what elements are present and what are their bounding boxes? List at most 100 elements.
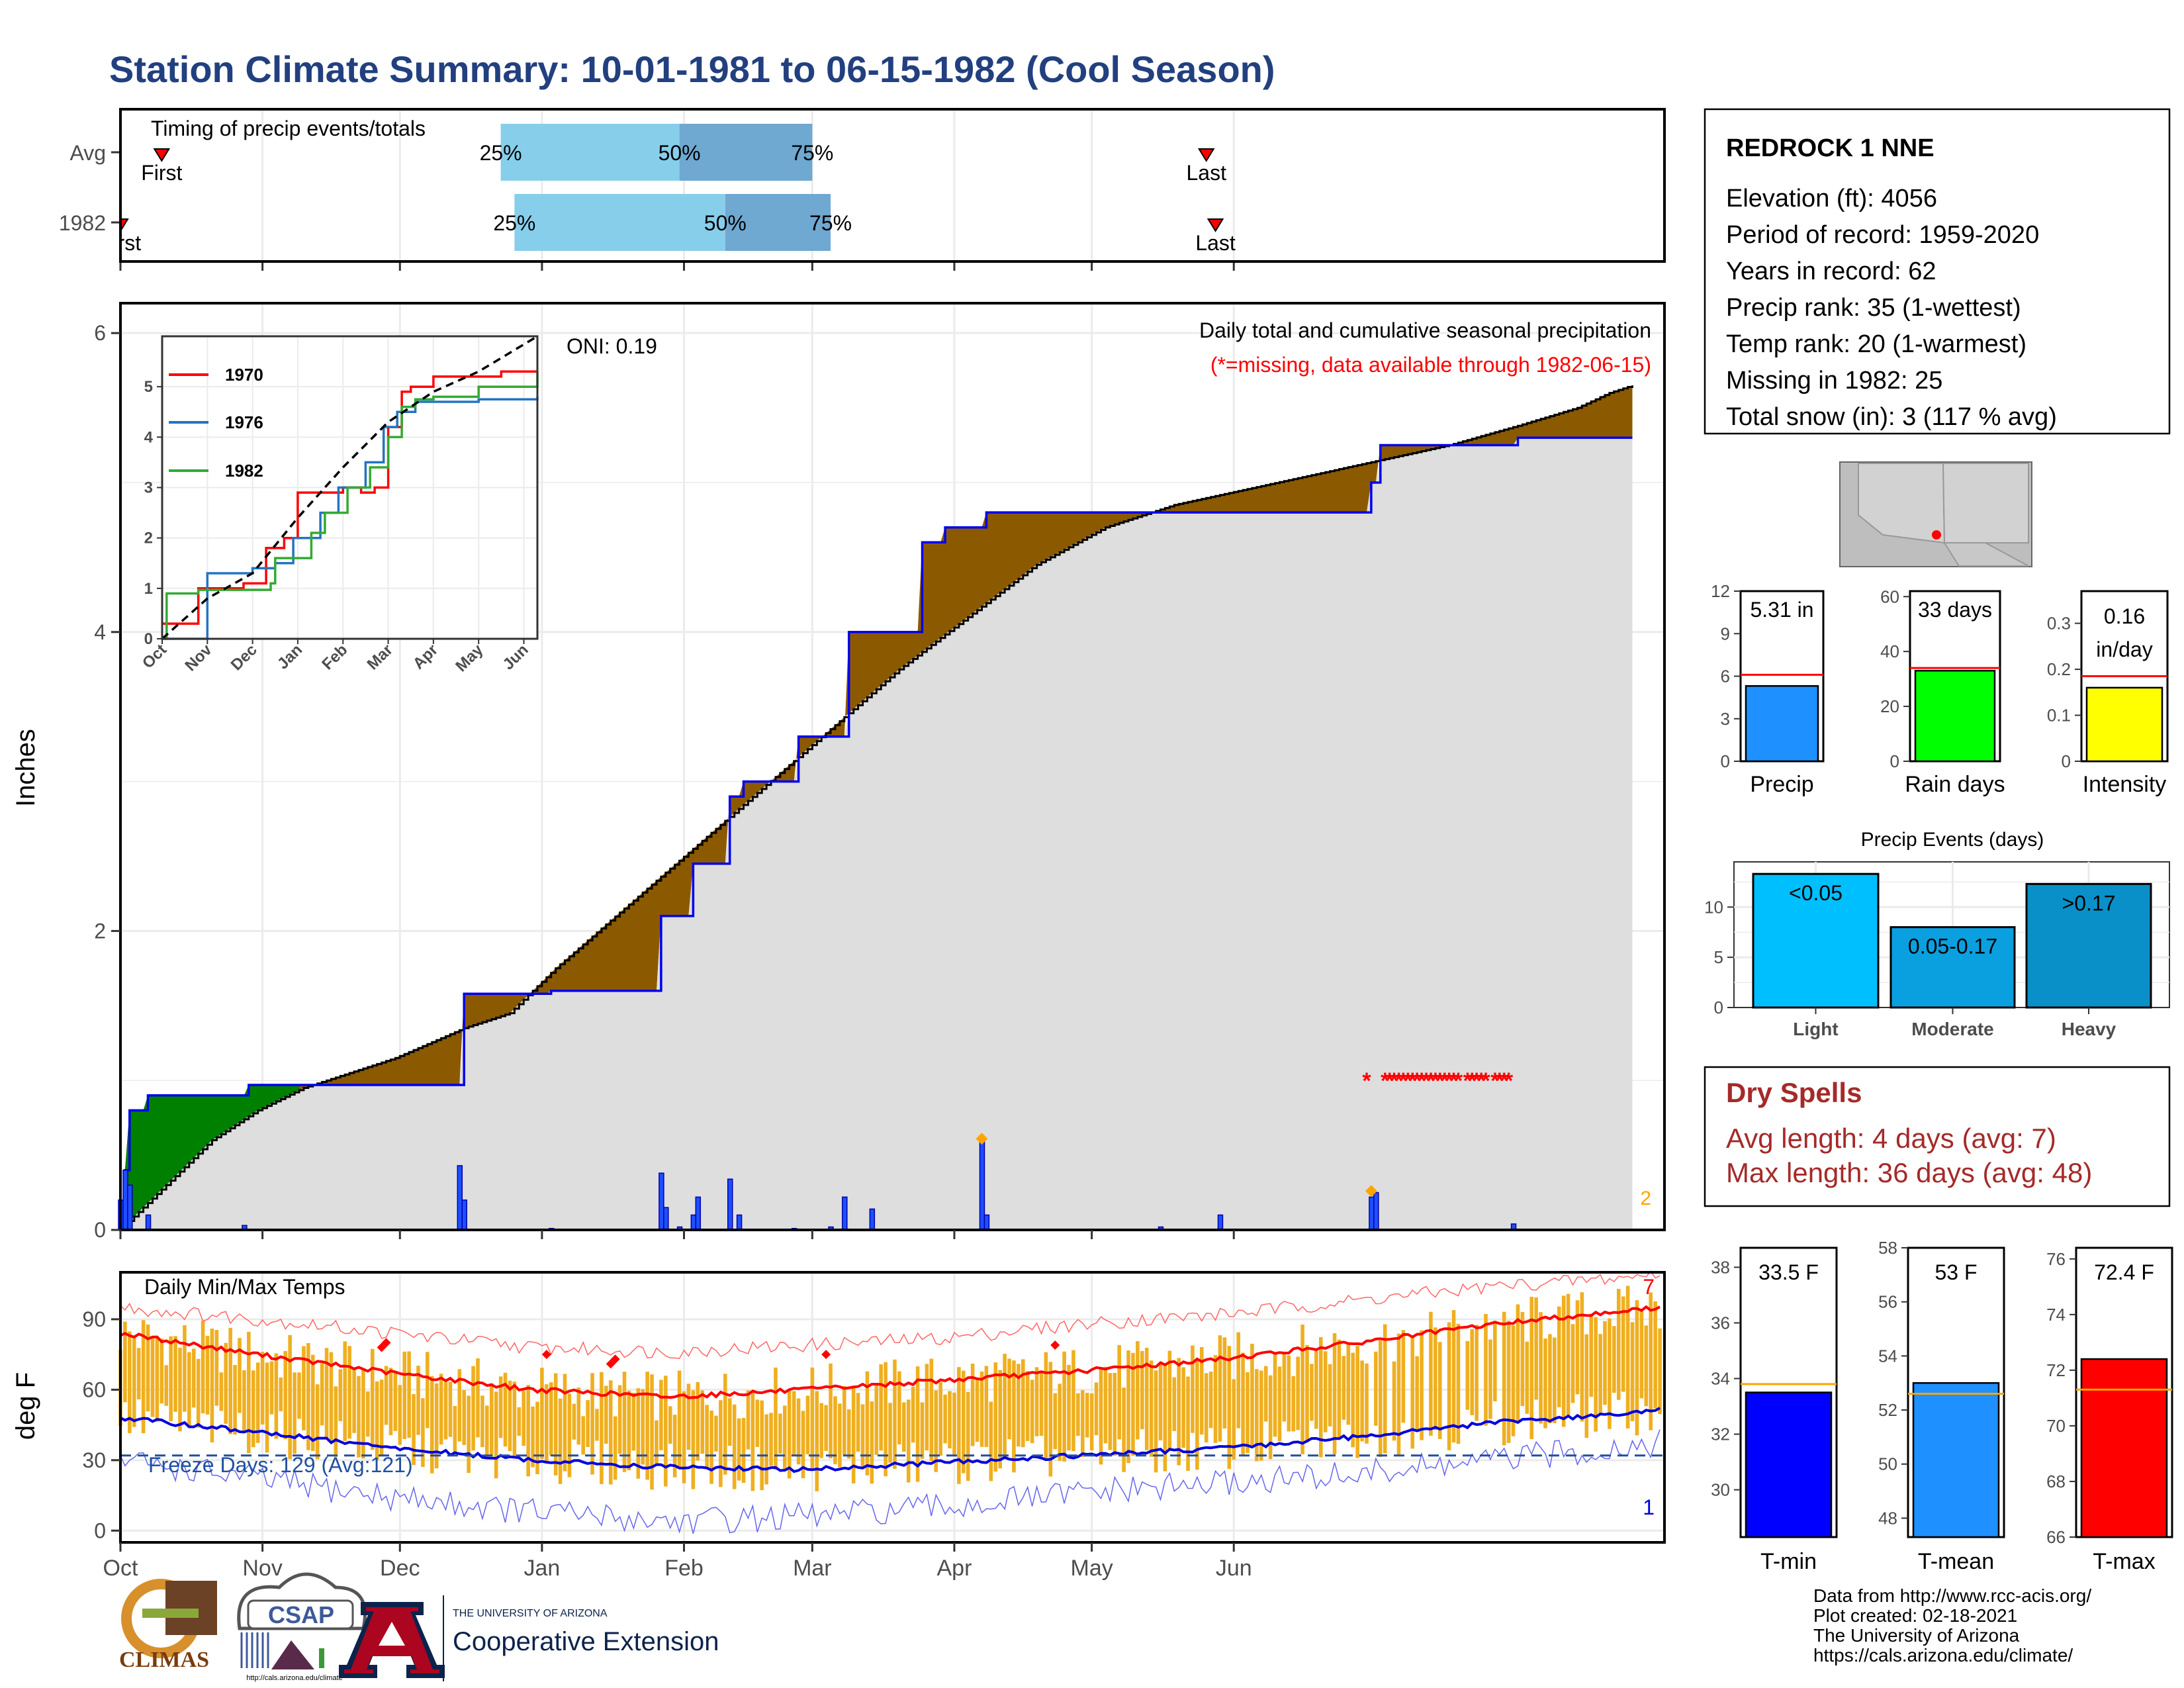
daily-temp-bar: [379, 1380, 384, 1457]
daily-temp-bar: [196, 1358, 201, 1428]
daily-temp-bar: [1511, 1325, 1516, 1436]
y-tick-label: 0: [94, 1218, 106, 1242]
daily-temp-bar: [545, 1384, 549, 1463]
daily-temp-bar: [549, 1382, 553, 1456]
daily-precip-bar: [145, 1214, 152, 1231]
daily-temp-bar: [1658, 1328, 1662, 1415]
daily-temp-bar: [1062, 1351, 1066, 1462]
daily-temp-bar: [247, 1331, 251, 1454]
daily-temp-bar: [1484, 1313, 1488, 1426]
daily-temp-bar: [1470, 1329, 1475, 1415]
daily-temp-bar: [1616, 1289, 1621, 1400]
daily-temp-bar: [897, 1371, 901, 1445]
daily-temp-bar: [1534, 1297, 1538, 1400]
daily-temp-bar: [366, 1391, 370, 1437]
daily-temp-bar: [393, 1372, 398, 1431]
daily-temp-bar: [938, 1382, 942, 1456]
daily-temp-bar: [283, 1350, 288, 1440]
precip-frame: [119, 302, 1666, 1231]
daily-precip-bar: [869, 1208, 876, 1231]
summary-y-tick-label: 58: [1878, 1238, 1897, 1258]
missing-marker-icon: *: [1394, 1068, 1404, 1094]
daily-temp-bar: [655, 1420, 659, 1465]
daily-temp-bar: [975, 1378, 979, 1442]
daily-temp-bar: [819, 1403, 823, 1458]
daily-temp-bar: [320, 1363, 324, 1426]
daily-temp-bar: [1003, 1354, 1007, 1459]
timing-p75-label: 75%: [791, 141, 833, 165]
daily-temp-bar: [1140, 1350, 1144, 1430]
daily-temp-bar: [957, 1367, 961, 1484]
climas-wordmark: CLIMAS: [119, 1648, 209, 1672]
snow-marker-icon: [1365, 1185, 1377, 1197]
summary-y-tick-label: 36: [1711, 1313, 1730, 1333]
daily-temp-bar: [1365, 1363, 1369, 1444]
missing-marker-icon: *: [1431, 1068, 1440, 1094]
daily-temp-bar: [136, 1348, 141, 1399]
missing-marker-icon: *: [1481, 1068, 1490, 1094]
daily-temp-bar: [1575, 1300, 1580, 1395]
daily-temp-bar: [480, 1395, 484, 1448]
summary-y-tick-label: 76: [2046, 1249, 2066, 1269]
daily-temp-bar: [755, 1399, 760, 1447]
daily-temp-bar: [672, 1415, 677, 1477]
daily-temp-bar: [302, 1346, 306, 1430]
timing-panel: Timing of precip events/totals Avg 25% 50% 7…: [0, 108, 1666, 271]
missing-marker-icon: *: [1463, 1068, 1473, 1094]
daily-temp-bar: [764, 1414, 768, 1485]
daily-temp-bar: [315, 1384, 320, 1460]
summary-y-tick-label: 52: [1878, 1400, 1897, 1420]
daily-temp-bar: [1451, 1310, 1456, 1443]
summary-panel: 0 3 6 9 12 5.31 in Precip: [1711, 581, 1825, 797]
corner-count-top: 7: [1643, 1275, 1655, 1299]
daily-temp-bar: [531, 1406, 535, 1468]
daily-temp-bar: [1374, 1351, 1378, 1426]
summary-axis-label: T-mean: [1918, 1549, 1994, 1574]
summary-value-label: 33.5 F: [1758, 1260, 1819, 1284]
daily-precip-bar: [842, 1196, 848, 1231]
daily-temp-bar: [617, 1385, 622, 1454]
daily-temp-bar: [727, 1398, 732, 1446]
daily-temp-bar: [329, 1352, 334, 1441]
missing-marker-icon: *: [1495, 1068, 1504, 1094]
daily-temp-bar: [1305, 1344, 1309, 1443]
daily-temp-bar: [1351, 1352, 1355, 1448]
y-axis-label: deg F: [11, 1372, 40, 1440]
record-high-line: [120, 1270, 1661, 1359]
daily-temp-bar: [810, 1367, 815, 1471]
summary-axis-label: Intensity: [2083, 772, 2167, 797]
daily-temp-bar: [1410, 1337, 1415, 1449]
daily-temp-bar: [979, 1371, 984, 1447]
daily-temp-bar: [787, 1389, 792, 1479]
summary-y-tick-label: 38: [1711, 1257, 1730, 1277]
daily-temp-bar: [443, 1382, 448, 1440]
daily-temp-bar: [361, 1369, 365, 1459]
daily-temp-bar: [1396, 1333, 1401, 1456]
x-tick-label: Jan: [523, 1556, 560, 1581]
daily-temp-bar: [260, 1352, 265, 1425]
timing-last-label: Last: [1195, 231, 1236, 255]
timing-bar-50-75: [679, 124, 813, 181]
logos: CLIMAS CSAP http://cals.arizona.edu/climat…: [119, 1572, 719, 1682]
daily-temp-bar: [375, 1381, 379, 1460]
missing-marker-icon: *: [1390, 1068, 1399, 1094]
summary-axis-label: Rain days: [1905, 772, 2005, 797]
daily-temp-bar: [1594, 1317, 1598, 1432]
daily-temp-bar: [732, 1404, 737, 1489]
daily-temp-bar: [324, 1348, 329, 1438]
daily-temp-bar: [805, 1395, 810, 1454]
summary-value-bar: [1745, 1391, 1833, 1538]
summary-y-tick-label: 6: [1721, 667, 1730, 686]
daily-temp-bar: [1204, 1373, 1208, 1443]
daily-temp-bar: [1557, 1306, 1561, 1407]
summary-y-tick-label: 9: [1721, 624, 1730, 643]
daily-temp-bar: [984, 1366, 989, 1447]
summary-axis-label: T-max: [2093, 1549, 2155, 1574]
daily-temp-bar: [343, 1341, 347, 1441]
daily-temp-bar: [1342, 1356, 1346, 1420]
x-tick-label: Jun: [1216, 1556, 1252, 1581]
daily-temp-bar: [265, 1362, 269, 1453]
daily-temp-bar: [846, 1409, 851, 1459]
missing-marker-icon: *: [1413, 1068, 1422, 1094]
cumulative-area: [120, 438, 1633, 1231]
